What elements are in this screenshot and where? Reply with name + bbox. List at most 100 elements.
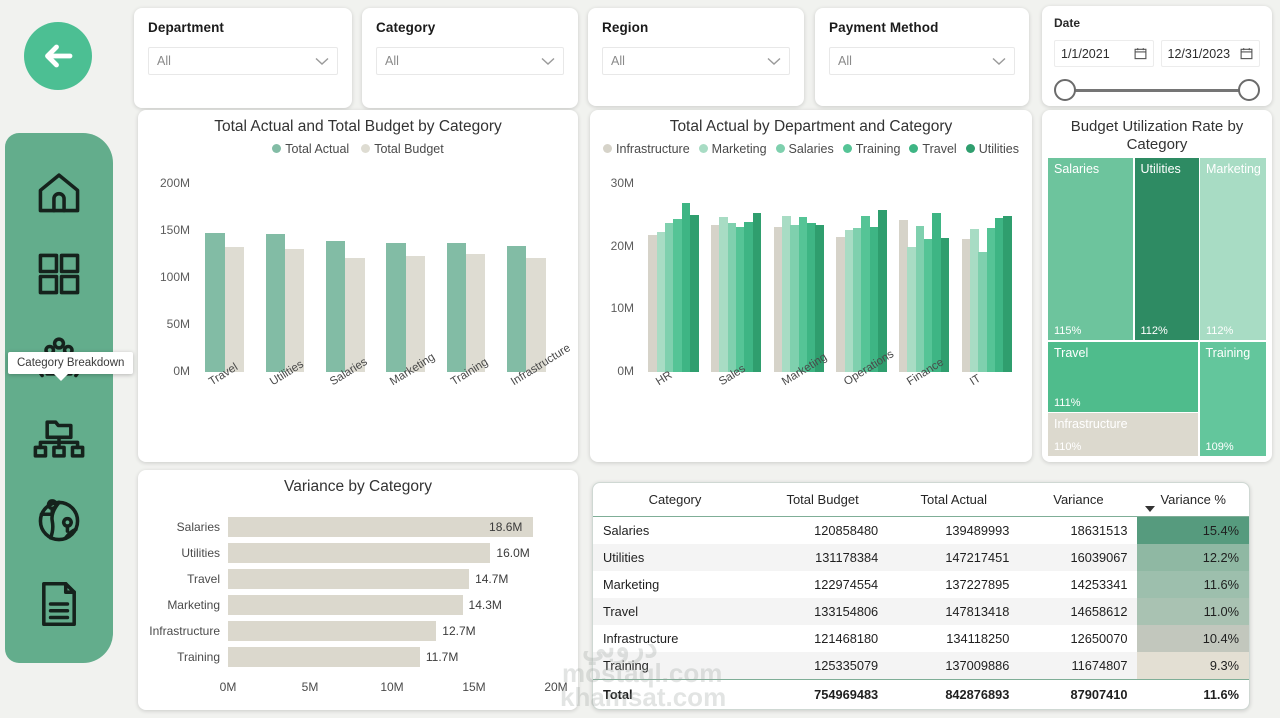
bar-hr-3[interactable] (673, 219, 683, 372)
column-header-variance[interactable]: Variance (1019, 483, 1138, 517)
bar-hr-1[interactable] (656, 231, 666, 372)
date-range-slider[interactable] (1054, 79, 1260, 101)
bar-salaries-0[interactable] (325, 240, 346, 372)
bar-utilities-1[interactable] (284, 248, 305, 372)
treemap-cell-travel[interactable]: Travel 111% (1048, 341, 1198, 412)
department-dropdown[interactable]: All (148, 47, 338, 75)
bar-operations-0[interactable] (836, 237, 846, 372)
legend-label: Total Budget (374, 141, 444, 156)
treemap-cell-infrastructure[interactable]: Infrastructure 110% (1048, 413, 1198, 456)
y-axis-tick: 100M (159, 270, 190, 284)
sidebar-item-dashboard[interactable] (28, 243, 90, 305)
bar-travel-0[interactable] (205, 233, 225, 372)
bar-sales-4[interactable] (744, 221, 754, 372)
legend-item-5[interactable]: Utilities (965, 142, 1019, 156)
legend-item-1[interactable]: Marketing (698, 142, 767, 156)
bar-finance-2[interactable] (915, 226, 925, 372)
bar-travel-1[interactable] (224, 246, 244, 372)
slider-handle-end[interactable] (1238, 79, 1260, 101)
back-button[interactable] (24, 22, 92, 90)
bar-operations-2[interactable] (852, 227, 862, 372)
bar-infrastructure-0[interactable] (506, 245, 527, 372)
bar-marketing-4[interactable] (807, 222, 816, 372)
bar-hr-0[interactable] (648, 234, 658, 372)
variance-bar-utilities[interactable] (228, 543, 491, 563)
bar-sales-1[interactable] (719, 217, 729, 372)
region-dropdown[interactable]: All (602, 47, 790, 75)
sidebar-item-category-breakdown[interactable] (28, 408, 90, 470)
variance-bar-travel[interactable] (228, 569, 470, 589)
bar-sales-5[interactable] (752, 212, 762, 372)
bar-sales-2[interactable] (727, 223, 737, 372)
column-header-total-actual[interactable]: Total Actual (888, 483, 1020, 517)
bar-operations-5[interactable] (878, 210, 887, 372)
bar-finance-1[interactable] (907, 247, 917, 372)
bar-marketing-1[interactable] (405, 256, 425, 372)
table-row[interactable]: Salaries 120858480 139489993 18631513 15.4% (593, 516, 1249, 544)
treemap-cell-utilities[interactable]: Utilities 112% (1134, 158, 1199, 340)
cell-total-actual: 137227895 (945, 577, 1010, 592)
bar-it-1[interactable] (969, 229, 979, 372)
variance-bar-training[interactable] (228, 647, 420, 667)
column-header-variance[interactable]: Variance % (1137, 483, 1249, 517)
bar-marketing-5[interactable] (815, 224, 825, 372)
table-row[interactable]: Infrastructure 121468180 134118250 12650070… (593, 625, 1249, 652)
column-header-category[interactable]: Category (593, 483, 757, 517)
payment-method-dropdown[interactable]: All (829, 47, 1015, 75)
sidebar-item-regions[interactable] (28, 490, 90, 552)
bar-utilities-0[interactable] (265, 233, 285, 372)
bar-it-4[interactable] (995, 218, 1004, 372)
bar-sales-0[interactable] (710, 225, 720, 372)
bar-training-0[interactable] (446, 243, 466, 372)
treemap-cell-training[interactable]: Training 109% (1199, 341, 1266, 456)
bar-marketing-3[interactable] (798, 216, 808, 372)
table-row[interactable]: Travel 133154806 147813418 14658612 11.0% (593, 598, 1249, 625)
bar-sales-3[interactable] (736, 226, 745, 372)
date-end-input[interactable]: 12/31/2023 (1160, 40, 1260, 67)
bar-marketing-0[interactable] (386, 243, 406, 372)
category-dropdown[interactable]: All (376, 47, 564, 75)
legend-item-3[interactable]: Training (842, 142, 900, 156)
bar-finance-0[interactable] (898, 219, 908, 372)
bar-it-3[interactable] (986, 227, 996, 372)
bar-marketing-1[interactable] (781, 215, 791, 372)
bar-marketing-0[interactable] (773, 226, 783, 372)
table-row[interactable]: Utilities 131178384 147217451 16039067 12.2% (593, 544, 1249, 571)
treemap-cell-salaries[interactable]: Salaries 115% (1048, 158, 1133, 340)
bar-hr-4[interactable] (681, 203, 691, 372)
table-row[interactable]: Marketing 122974554 137227895 14253341 11.6% (593, 571, 1249, 598)
bar-operations-3[interactable] (861, 215, 871, 372)
bar-hr-2[interactable] (664, 223, 674, 372)
variance-bar-marketing[interactable] (228, 595, 463, 615)
bar-finance-5[interactable] (940, 237, 950, 372)
bar-it-5[interactable] (1003, 215, 1013, 372)
treemap-cell-marketing[interactable]: Marketing 112% (1200, 158, 1266, 340)
bar-it-0[interactable] (961, 239, 971, 372)
legend-item-1[interactable]: Total Budget (361, 142, 444, 156)
legend-item-0[interactable]: Infrastructure (603, 142, 690, 156)
legend-swatch (909, 144, 919, 154)
bar-operations-1[interactable] (844, 230, 854, 372)
table-row[interactable]: Training 125335079 137009886 11674807 9.3% (593, 652, 1249, 680)
bar-infrastructure-1[interactable] (526, 257, 546, 372)
bar-operations-4[interactable] (869, 227, 879, 372)
bar-it-2[interactable] (978, 252, 988, 372)
legend-item-4[interactable]: Travel (909, 142, 957, 156)
bar-hr-5[interactable] (690, 215, 699, 372)
treemap-label: Infrastructure (1054, 417, 1128, 431)
bar-finance-4[interactable] (932, 212, 942, 372)
legend-swatch (361, 144, 371, 154)
bar-salaries-1[interactable] (345, 258, 365, 372)
bar-training-1[interactable] (465, 254, 486, 372)
sidebar-item-home[interactable] (28, 161, 90, 223)
bar-marketing-2[interactable] (790, 224, 800, 372)
sidebar-item-reports[interactable] (28, 573, 90, 635)
legend-item-2[interactable]: Salaries (775, 142, 834, 156)
variance-bar-salaries[interactable] (228, 517, 534, 537)
date-start-input[interactable]: 1/1/2021 (1054, 40, 1154, 67)
slider-handle-start[interactable] (1054, 79, 1076, 101)
variance-bar-infrastructure[interactable] (228, 621, 437, 641)
column-header-total-budget[interactable]: Total Budget (757, 483, 889, 517)
legend-item-0[interactable]: Total Actual (272, 142, 349, 156)
bar-finance-3[interactable] (924, 238, 933, 372)
